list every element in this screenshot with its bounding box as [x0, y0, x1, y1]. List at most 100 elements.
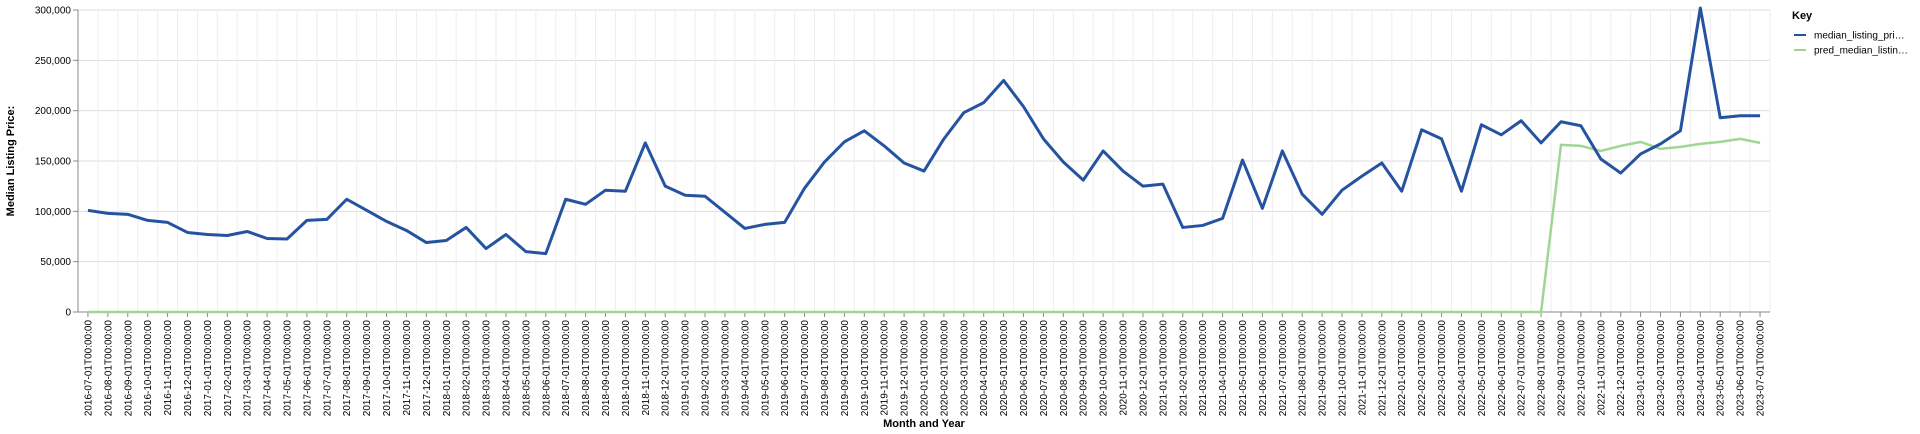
legend-label: median_listing_pri… — [1814, 31, 1905, 42]
x-tick-label: 2018-06-01T00:00:00 — [541, 320, 552, 417]
x-tick-label: 2023-01-01T00:00:00 — [1636, 320, 1647, 417]
x-tick-label: 2022-04-01T00:00:00 — [1457, 320, 1468, 417]
x-tick-label: 2016-11-01T00:00:00 — [163, 320, 174, 416]
x-tick-label: 2020-05-01T00:00:00 — [999, 320, 1010, 417]
y-tick-label: 50,000 — [40, 257, 71, 268]
x-tick-label: 2017-11-01T00:00:00 — [402, 320, 413, 416]
x-tick-label: 2021-09-01T00:00:00 — [1318, 320, 1329, 417]
legend-label: pred_median_listin… — [1814, 46, 1908, 57]
x-tick-label: 2020-11-01T00:00:00 — [1119, 320, 1130, 416]
x-tick-label: 2022-11-01T00:00:00 — [1596, 320, 1607, 416]
x-tick-label: 2020-09-01T00:00:00 — [1079, 320, 1090, 417]
legend-title: Key — [1792, 10, 1813, 22]
x-tick-label: 2017-08-01T00:00:00 — [342, 320, 353, 417]
x-tick-label: 2020-07-01T00:00:00 — [1039, 320, 1050, 417]
x-tick-label: 2018-01-01T00:00:00 — [442, 320, 453, 417]
series-lines — [87, 6, 1761, 314]
y-tick-label: 0 — [65, 308, 71, 319]
x-tick-label: 2019-02-01T00:00:00 — [701, 320, 712, 417]
x-tick-label: 2019-10-01T00:00:00 — [860, 320, 871, 417]
x-tick-label: 2017-09-01T00:00:00 — [362, 320, 373, 417]
x-tick-label: 2019-05-01T00:00:00 — [760, 320, 771, 417]
x-tick-label: 2023-07-01T00:00:00 — [1756, 320, 1767, 417]
x-tick-label: 2023-02-01T00:00:00 — [1656, 320, 1667, 417]
y-axis-title: Median Listing Price: — [5, 106, 17, 217]
x-tick-label: 2019-07-01T00:00:00 — [800, 320, 811, 417]
x-tick-label: 2016-07-01T00:00:00 — [83, 320, 94, 417]
x-tick-label: 2020-01-01T00:00:00 — [920, 320, 931, 417]
y-tick-label: 150,000 — [35, 157, 72, 168]
y-axis: 0 50,000 100,000 150,000 200,000 250,000 300,0… — [35, 6, 79, 319]
x-tick-label: 2017-05-01T00:00:00 — [283, 320, 294, 417]
x-tick-label: 2023-05-01T00:00:00 — [1716, 320, 1727, 417]
x-tick-label: 2018-12-01T00:00:00 — [661, 320, 672, 417]
x-tick-label: 2019-03-01T00:00:00 — [720, 320, 731, 417]
x-tick-label: 2021-12-01T00:00:00 — [1377, 320, 1388, 417]
x-tick-label: 2022-05-01T00:00:00 — [1477, 320, 1488, 417]
series-line — [87, 6, 1761, 256]
grid — [77, 9, 1771, 313]
x-tick-label: 2021-11-01T00:00:00 — [1357, 320, 1368, 416]
y-tick-label: 250,000 — [35, 56, 72, 67]
x-tick-label: 2020-08-01T00:00:00 — [1059, 320, 1070, 417]
x-tick-label: 2022-12-01T00:00:00 — [1616, 320, 1627, 417]
x-tick-label: 2019-12-01T00:00:00 — [900, 320, 911, 417]
x-tick-label: 2016-12-01T00:00:00 — [183, 320, 194, 417]
x-tick-label: 2022-06-01T00:00:00 — [1497, 320, 1508, 417]
x-tick-label: 2020-12-01T00:00:00 — [1138, 320, 1149, 417]
x-tick-label: 2023-03-01T00:00:00 — [1676, 320, 1687, 417]
x-tick-label: 2020-02-01T00:00:00 — [939, 320, 950, 417]
x-tick-label: 2021-08-01T00:00:00 — [1298, 320, 1309, 417]
x-tick-label: 2021-02-01T00:00:00 — [1178, 320, 1189, 417]
x-tick-label: 2019-04-01T00:00:00 — [740, 320, 751, 417]
x-tick-label: 2023-04-01T00:00:00 — [1696, 320, 1707, 417]
legend: Key median_listing_pri… pred_median_listi… — [1792, 10, 1908, 57]
x-tick-label: 2019-08-01T00:00:00 — [820, 320, 831, 417]
x-tick-label: 2017-12-01T00:00:00 — [422, 320, 433, 417]
x-tick-label: 2018-05-01T00:00:00 — [521, 320, 532, 417]
x-tick-label: 2018-03-01T00:00:00 — [482, 320, 493, 417]
x-tick-label: 2017-04-01T00:00:00 — [263, 320, 274, 417]
x-tick-label: 2018-08-01T00:00:00 — [581, 320, 592, 417]
x-tick-label: 2021-03-01T00:00:00 — [1198, 320, 1209, 417]
x-tick-label: 2017-01-01T00:00:00 — [203, 320, 214, 417]
x-tick-label: 2019-01-01T00:00:00 — [681, 320, 692, 417]
x-tick-label: 2019-11-01T00:00:00 — [880, 320, 891, 416]
x-tick-label: 2021-06-01T00:00:00 — [1258, 320, 1269, 417]
x-tick-label: 2022-08-01T00:00:00 — [1537, 320, 1548, 417]
x-axis: 2016-07-01T00:00:00 2016-08-01T00:00:00 20… — [78, 311, 1770, 417]
x-tick-label: 2021-07-01T00:00:00 — [1278, 320, 1289, 417]
series-line — [87, 137, 1761, 314]
x-tick-label: 2021-05-01T00:00:00 — [1238, 320, 1249, 417]
x-tick-label: 2022-01-01T00:00:00 — [1397, 320, 1408, 417]
x-tick-label: 2016-09-01T00:00:00 — [123, 320, 134, 417]
x-tick-label: 2021-01-01T00:00:00 — [1158, 320, 1169, 417]
x-tick-label: 2017-02-01T00:00:00 — [223, 320, 234, 417]
x-tick-label: 2018-07-01T00:00:00 — [561, 320, 572, 417]
x-tick-label: 2018-02-01T00:00:00 — [462, 320, 473, 417]
x-tick-label: 2022-03-01T00:00:00 — [1437, 320, 1448, 417]
x-tick-label: 2019-09-01T00:00:00 — [840, 320, 851, 417]
x-tick-label: 2021-10-01T00:00:00 — [1338, 320, 1349, 417]
x-tick-label: 2019-06-01T00:00:00 — [780, 320, 791, 417]
x-tick-label: 2017-07-01T00:00:00 — [322, 320, 333, 417]
x-tick-label: 2020-03-01T00:00:00 — [959, 320, 970, 417]
x-tick-label: 2020-06-01T00:00:00 — [1019, 320, 1030, 417]
x-tick-label: 2018-09-01T00:00:00 — [601, 320, 612, 417]
x-tick-label: 2022-02-01T00:00:00 — [1417, 320, 1428, 417]
y-tick-label: 100,000 — [35, 207, 72, 218]
x-axis-title: Month and Year — [883, 418, 965, 430]
y-tick-label: 300,000 — [35, 6, 72, 17]
x-tick-label: 2018-04-01T00:00:00 — [501, 320, 512, 417]
x-tick-label: 2017-06-01T00:00:00 — [302, 320, 313, 417]
y-tick-label: 200,000 — [35, 106, 72, 117]
x-tick-label: 2017-03-01T00:00:00 — [243, 320, 254, 417]
x-tick-label: 2022-10-01T00:00:00 — [1576, 320, 1587, 417]
x-tick-label: 2018-10-01T00:00:00 — [621, 320, 632, 417]
x-tick-label: 2021-04-01T00:00:00 — [1218, 320, 1229, 417]
x-tick-label: 2018-11-01T00:00:00 — [641, 320, 652, 416]
x-tick-label: 2022-07-01T00:00:00 — [1517, 320, 1528, 417]
x-tick-label: 2017-10-01T00:00:00 — [382, 320, 393, 417]
x-tick-label: 2016-10-01T00:00:00 — [143, 320, 154, 417]
